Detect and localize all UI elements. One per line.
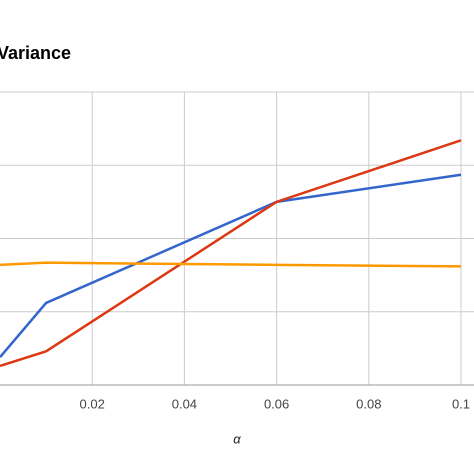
x-tick-label: 0.06 <box>264 396 289 411</box>
series-line <box>0 261 462 268</box>
series-line <box>0 173 462 358</box>
x-tick-label: 0.1 <box>452 396 470 411</box>
x-tick-label: 0.02 <box>80 396 105 411</box>
series-line <box>0 139 462 368</box>
x-axis-label: α <box>233 431 241 446</box>
chart-title: Variance <box>0 43 71 63</box>
x-tick-label: 0.08 <box>356 396 381 411</box>
x-tick-label: 0.04 <box>172 396 197 411</box>
